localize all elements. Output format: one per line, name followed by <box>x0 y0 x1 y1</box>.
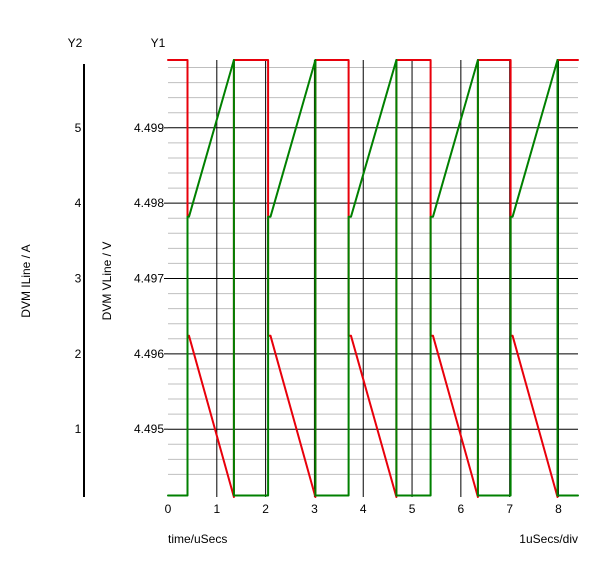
y1-axis-label: DVM VLine / V <box>100 242 114 321</box>
x-tick-label: 7 <box>506 502 513 516</box>
y2-tick-label: 1 <box>75 422 82 436</box>
x-tick-label: 2 <box>262 502 269 516</box>
ticks: 4.495 4.496 4.497 4.498 4.499 1 2 3 4 5 0 1 2 3 4 5 6 7 8 <box>75 121 562 516</box>
series-group <box>167 59 579 498</box>
y1-axis-name: Y1 <box>151 36 166 50</box>
x-tick-label: 1 <box>213 502 220 516</box>
y1-tick-label: 4.496 <box>134 347 164 361</box>
x-tick-label: 3 <box>311 502 318 516</box>
y2-axis-name: Y2 <box>68 36 83 50</box>
y2-tick-label: 5 <box>75 121 82 135</box>
y2-axis-label: DVM ILine / A <box>19 244 33 317</box>
grid <box>168 60 578 497</box>
x-tick-label: 0 <box>165 502 172 516</box>
x-axis-label: time/uSecs <box>168 532 227 546</box>
x-scale-label: 1uSecs/div <box>519 532 578 546</box>
y2-tick-label: 4 <box>75 196 82 210</box>
y1-tick-label: 4.495 <box>134 422 164 436</box>
y1-tick-label: 4.498 <box>134 196 164 210</box>
x-tick-label: 6 <box>458 502 465 516</box>
series-line-2 <box>167 59 579 497</box>
y2-tick-label: 2 <box>75 347 82 361</box>
x-tick-label: 8 <box>555 502 562 516</box>
y1-tick-label: 4.497 <box>134 272 164 286</box>
x-tick-label: 5 <box>409 502 416 516</box>
y2-tick-label: 3 <box>75 272 82 286</box>
x-tick-label: 4 <box>360 502 367 516</box>
series-line-1 <box>167 59 579 498</box>
y1-tick-label: 4.499 <box>134 121 164 135</box>
